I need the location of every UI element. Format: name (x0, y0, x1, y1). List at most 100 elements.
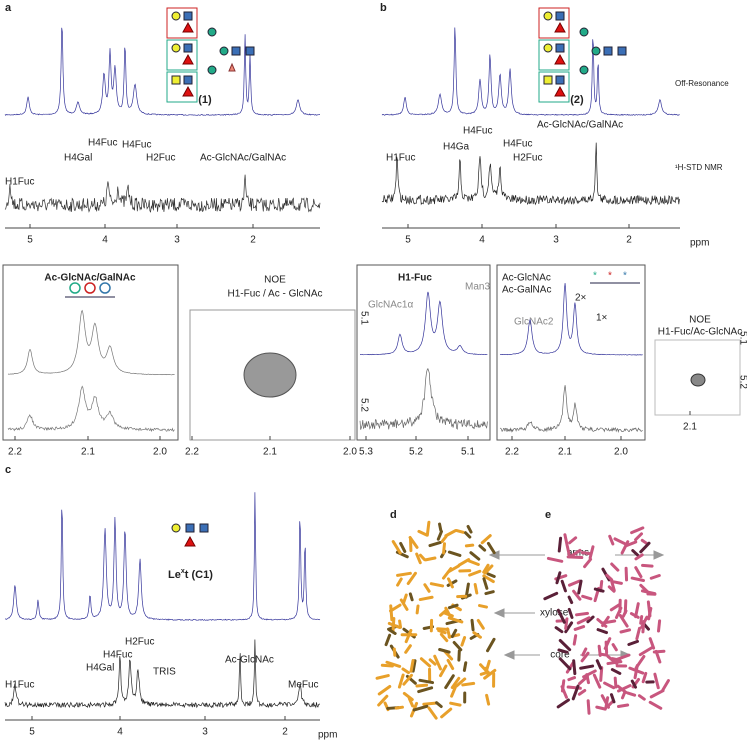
tick-label: 2 (626, 235, 632, 246)
bond (385, 660, 402, 668)
bond (608, 534, 615, 546)
bond (476, 618, 485, 630)
tick-label: 4 (479, 235, 485, 246)
bond (641, 563, 654, 568)
bond (634, 566, 643, 579)
spectrum (381, 27, 680, 116)
bond (604, 696, 610, 710)
bond (626, 691, 637, 697)
bond (599, 666, 604, 682)
bond (617, 684, 632, 693)
bond (391, 540, 402, 555)
bond (407, 697, 415, 708)
bond (595, 705, 607, 711)
bond (444, 529, 458, 538)
bond (613, 537, 627, 546)
bond (570, 548, 582, 558)
bond (582, 669, 597, 679)
peak-label: MeFuc (288, 680, 319, 691)
spectrum (381, 142, 680, 206)
bond (577, 579, 583, 595)
bond (564, 621, 574, 634)
peak-label: H1Fuc (386, 153, 415, 164)
bond (469, 551, 481, 561)
tick-label: 2 (282, 727, 288, 738)
bond (633, 664, 639, 680)
peak-label: H4Fuc (103, 650, 132, 661)
frame (538, 7, 570, 39)
bond (601, 619, 617, 625)
peak-label: Ac-GlcNAc/GalNAc (200, 153, 286, 164)
glycan-glcnac (603, 46, 613, 56)
tick-label: 5 (405, 235, 411, 246)
spectrum (499, 385, 643, 434)
bond (427, 706, 438, 720)
tick-label: 4 (102, 235, 108, 246)
tick-label: 2.0 (153, 447, 167, 458)
bond (486, 541, 496, 555)
glycan-glcnac (185, 523, 195, 533)
inset-box (2, 264, 179, 441)
peak-label: H2Fuc (125, 637, 154, 648)
bond (543, 591, 559, 601)
bond (415, 604, 420, 615)
bond (635, 626, 642, 641)
tick-label: 2.2 (8, 447, 22, 458)
frame (538, 39, 570, 71)
glycan-glcnac (555, 75, 565, 85)
bond (609, 603, 621, 612)
peak-label: TRIS (153, 667, 176, 678)
tick-label: 5.3 (359, 447, 373, 458)
bond (571, 684, 580, 701)
bond (630, 576, 645, 583)
glycan-fucose (182, 53, 194, 65)
bond (484, 659, 491, 673)
bond (557, 648, 569, 654)
bond (606, 699, 615, 708)
bond (402, 691, 414, 702)
bond (654, 649, 662, 664)
trace-label: Off-Resonance (675, 79, 729, 88)
glycan-glcnac (555, 11, 565, 21)
glycan-fucose (182, 21, 194, 33)
bond (396, 571, 412, 577)
bond (486, 572, 496, 578)
panel-label: d (390, 509, 397, 521)
bond (634, 553, 644, 561)
glycan-glcnac (617, 46, 627, 56)
bond (577, 689, 587, 696)
bond (572, 659, 577, 676)
bond (447, 550, 462, 557)
bond (450, 685, 457, 698)
frame (166, 7, 198, 39)
tick-label: 3 (553, 235, 559, 246)
spectrum (7, 309, 175, 376)
bond (593, 587, 605, 593)
bond (648, 700, 663, 710)
bond (450, 628, 458, 639)
panel-label: e (545, 509, 551, 521)
glycan-hexose (579, 65, 589, 75)
bond (415, 552, 422, 565)
bond (394, 705, 404, 710)
bond (639, 583, 651, 595)
noe-title: NOE (689, 315, 711, 326)
bond (418, 595, 434, 602)
bond (462, 661, 468, 672)
bond (404, 644, 412, 654)
tick-label: 5.1 (461, 447, 475, 458)
bond (616, 703, 630, 708)
bond (482, 574, 495, 584)
tick-label: 5 (29, 727, 35, 738)
bond (606, 660, 623, 666)
bond (483, 564, 494, 575)
bond (611, 643, 618, 652)
glycan-glcnac (183, 75, 193, 85)
arrow-label: core (550, 650, 570, 661)
bond (402, 673, 413, 686)
tick-label: 2.2 (185, 447, 199, 458)
bond (425, 520, 431, 537)
compound: Lext (C1) (168, 568, 213, 581)
bond (447, 603, 459, 610)
noe-title: NOE (264, 275, 286, 286)
